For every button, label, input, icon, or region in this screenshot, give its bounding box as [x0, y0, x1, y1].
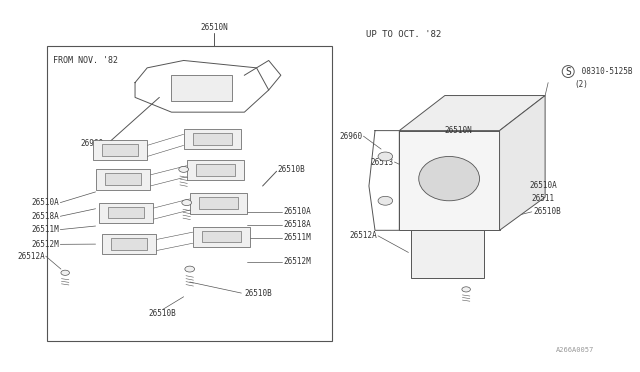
Text: 26510A: 26510A [284, 207, 312, 217]
Circle shape [378, 152, 392, 161]
Text: 26510B: 26510B [148, 309, 176, 318]
Text: 26511M: 26511M [31, 225, 59, 234]
Text: 26510N: 26510N [200, 23, 228, 32]
Polygon shape [500, 96, 545, 230]
Bar [93, 140, 147, 160]
Text: 26512A: 26512A [17, 251, 45, 261]
Bar [187, 160, 244, 180]
Circle shape [185, 266, 195, 272]
Text: 26512M: 26512M [284, 257, 312, 266]
Text: 26510A: 26510A [530, 182, 557, 190]
Polygon shape [399, 96, 545, 131]
Bar [99, 203, 153, 223]
Circle shape [61, 270, 69, 275]
Text: 26511: 26511 [531, 195, 554, 203]
Text: 26960: 26960 [340, 132, 363, 141]
Text: FROM NOV. '82: FROM NOV. '82 [53, 56, 118, 65]
Bar [102, 144, 138, 156]
Bar [47, 46, 333, 341]
Bar [193, 227, 250, 247]
Circle shape [462, 287, 470, 292]
Bar [111, 238, 147, 250]
Bar [184, 129, 241, 149]
Text: A266A0057: A266A0057 [556, 347, 594, 353]
Bar [202, 231, 241, 243]
Text: 26518A: 26518A [284, 220, 312, 229]
Circle shape [179, 166, 189, 172]
Bar [193, 133, 232, 145]
Text: (2): (2) [575, 80, 589, 89]
Text: 26512M: 26512M [31, 240, 59, 249]
Bar [172, 75, 232, 101]
Bar [412, 230, 484, 278]
Text: 26510B: 26510B [533, 207, 561, 217]
Text: 26510B: 26510B [244, 289, 272, 298]
Ellipse shape [419, 157, 479, 201]
Bar [95, 169, 150, 190]
Text: 08310-5125B: 08310-5125B [577, 67, 633, 76]
Text: UP TO OCT. '82: UP TO OCT. '82 [366, 30, 441, 39]
Text: 26513: 26513 [370, 157, 393, 167]
Text: 26510N: 26510N [445, 126, 472, 135]
Bar [102, 234, 156, 254]
Text: 26510B: 26510B [278, 165, 305, 174]
Text: 26510A: 26510A [31, 198, 59, 207]
Bar [196, 164, 236, 176]
Bar [189, 193, 248, 214]
Circle shape [378, 196, 392, 205]
Text: 26511M: 26511M [284, 233, 312, 242]
Circle shape [182, 200, 191, 206]
Text: 26512A: 26512A [349, 231, 377, 240]
Text: S: S [565, 67, 571, 77]
Bar [199, 198, 238, 209]
Text: 26518A: 26518A [31, 212, 59, 221]
Bar [108, 207, 144, 218]
Text: 26960: 26960 [81, 139, 104, 148]
Bar [105, 173, 141, 185]
Polygon shape [399, 131, 500, 230]
